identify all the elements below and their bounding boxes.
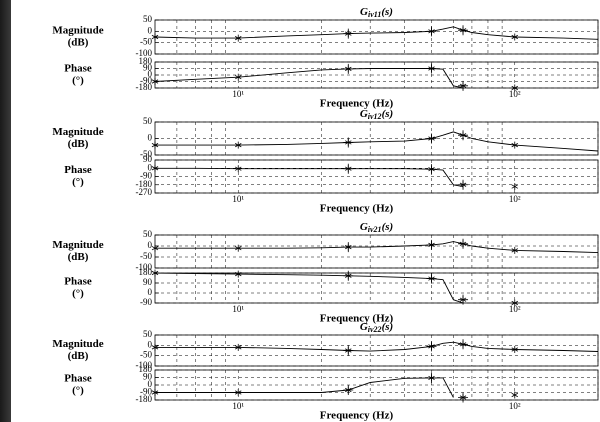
y-axis-label: Magnitude <box>52 25 103 37</box>
x-tick-label: 10¹ <box>232 304 244 314</box>
y-axis-label: (dB) <box>68 251 89 263</box>
y-tick-label: 0 <box>148 240 153 250</box>
title-part: iv12 <box>368 112 382 121</box>
title-part: iv11 <box>368 10 381 19</box>
y-axis-label: (°) <box>72 288 84 300</box>
y-tick-label: 0 <box>148 133 153 143</box>
y-tick-label: 0 <box>148 25 153 35</box>
background-edge <box>0 0 11 422</box>
y-axis-label: (°) <box>72 75 84 87</box>
y-axis-label: Phase <box>64 276 92 288</box>
y-axis-label: (dB) <box>68 37 89 49</box>
y-axis-label: Magnitude <box>52 126 103 138</box>
x-tick-label: 10¹ <box>232 89 244 99</box>
title-part: iv21 <box>368 225 382 234</box>
y-tick-label: 0 <box>148 339 153 349</box>
x-axis-label: Frequency (Hz) <box>320 410 394 422</box>
chart-title: Giv11(s) <box>360 6 393 19</box>
y-tick-label: -50 <box>140 350 152 360</box>
title-part: (s) <box>382 321 394 333</box>
y-tick-label: 50 <box>143 329 153 339</box>
x-tick-label: 10² <box>509 401 521 411</box>
y-axis-label: (°) <box>72 385 84 397</box>
bode-figure: Giv11(s)Magnitude(dB)500-50-100Phase(°)1… <box>0 0 600 422</box>
y-tick-label: 0 <box>148 287 153 297</box>
x-tick-label: 10² <box>509 194 521 204</box>
title-part: G <box>360 321 368 333</box>
title-part: G <box>360 6 368 18</box>
y-tick-label: -180 <box>136 394 153 404</box>
y-tick-label: -90 <box>140 297 152 307</box>
x-axis-label: Frequency (Hz) <box>320 203 394 215</box>
y-tick-label: 50 <box>143 116 153 126</box>
y-axis-label: Phase <box>64 373 92 385</box>
y-axis-label: (dB) <box>68 138 89 150</box>
y-axis-label: (dB) <box>68 350 89 362</box>
y-tick-label: -180 <box>136 82 153 92</box>
x-tick-label: 10¹ <box>232 401 244 411</box>
y-axis-label: (°) <box>72 176 84 188</box>
title-part: G <box>360 108 368 120</box>
title-part: G <box>360 221 368 233</box>
plot-frame <box>155 273 598 303</box>
y-tick-label: 50 <box>143 229 153 239</box>
y-tick-label: -50 <box>140 37 152 47</box>
y-tick-label: -270 <box>136 187 153 197</box>
title-part: (s) <box>382 221 394 233</box>
y-axis-label: Phase <box>64 164 92 176</box>
title-part: (s) <box>382 108 394 120</box>
y-tick-label: -50 <box>140 251 152 261</box>
y-axis-label: Magnitude <box>52 338 103 350</box>
y-tick-label: 90 <box>143 277 153 287</box>
plot-frame <box>155 235 598 268</box>
y-axis-label: Magnitude <box>52 239 103 251</box>
y-tick-label: 50 <box>143 14 153 24</box>
x-tick-label: 10¹ <box>232 194 244 204</box>
y-tick-label: 180 <box>139 267 153 277</box>
y-axis-label: Phase <box>64 63 92 75</box>
title-part: iv22 <box>368 325 382 334</box>
chart-title: Giv21(s) <box>360 221 393 234</box>
title-part: (s) <box>381 6 393 18</box>
